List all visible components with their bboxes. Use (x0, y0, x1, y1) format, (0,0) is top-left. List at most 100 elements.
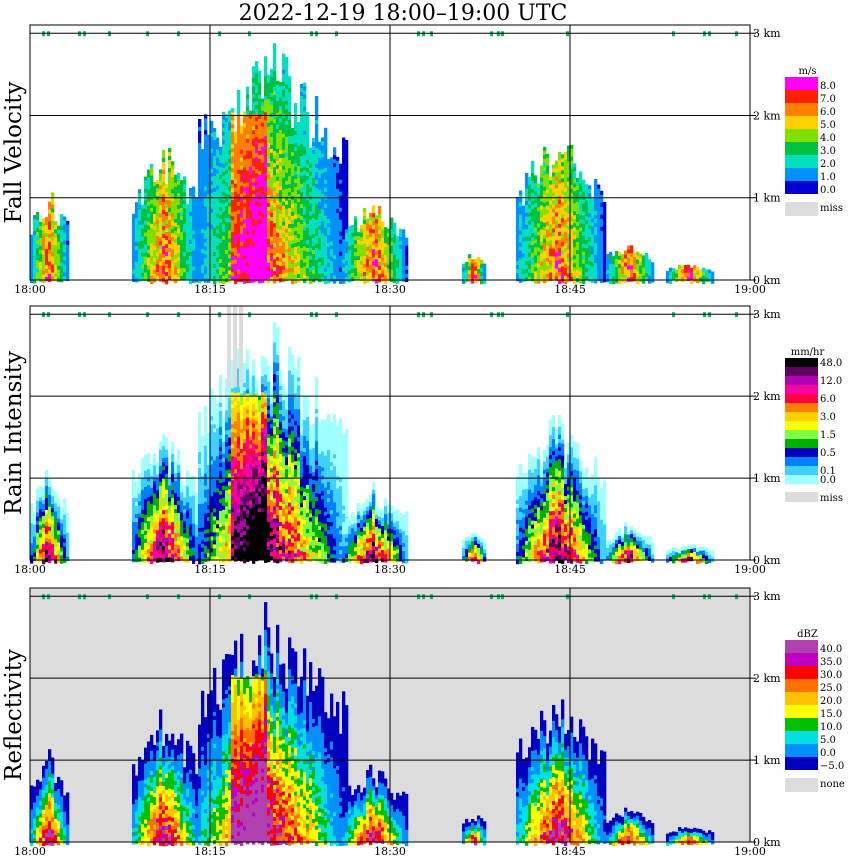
echo-cell (558, 207, 562, 213)
echo-cell (237, 101, 241, 107)
echo-cell (261, 242, 265, 247)
echo-cell (285, 116, 289, 122)
echo-cell (162, 522, 166, 527)
echo-cell (66, 260, 70, 266)
echo-cell (348, 274, 352, 279)
echo-cell (231, 168, 235, 173)
echo-cell (141, 509, 145, 515)
echo-cell (546, 257, 550, 262)
echo-cell (285, 144, 289, 150)
echo-cell (42, 547, 46, 553)
echo-cell (603, 230, 607, 235)
echo-cell (228, 134, 232, 139)
echo-cell (201, 177, 205, 182)
echo-cell (252, 254, 256, 259)
echo-cell (243, 207, 247, 212)
echo-cell (51, 512, 55, 517)
echo-cell (243, 151, 247, 156)
echo-cell (306, 236, 310, 241)
echo-cell (327, 247, 331, 252)
echo-cell (261, 122, 265, 127)
echo-cell (147, 193, 151, 198)
echo-cell (192, 242, 196, 247)
echo-cell (249, 122, 253, 127)
echo-cell (336, 192, 340, 198)
echo-cell (645, 269, 649, 274)
echo-cell (573, 275, 577, 280)
echo-cell (273, 235, 277, 240)
echo-cell (285, 196, 289, 202)
echo-cell (144, 558, 148, 564)
echo-cell (525, 208, 529, 214)
echo-cell (171, 454, 175, 459)
echo-cell (204, 226, 208, 231)
echo-cell (255, 161, 259, 166)
echo-cell (384, 251, 388, 256)
echo-cell (135, 266, 139, 271)
echo-cell (138, 489, 142, 494)
echo-cell (591, 226, 595, 231)
echo-cell (315, 168, 319, 173)
echo-cell (366, 218, 370, 224)
echo-cell (549, 216, 553, 221)
echo-cell (141, 220, 145, 225)
echo-cell (321, 145, 325, 150)
echo-cell (282, 189, 286, 194)
echo-cell (576, 190, 580, 195)
echo-cell (621, 270, 625, 275)
echo-cell (219, 239, 223, 244)
echo-cell (549, 276, 553, 281)
echo-cell (231, 276, 235, 281)
echo-cell (195, 230, 199, 235)
echo-cell (279, 106, 283, 111)
echo-cell (213, 232, 217, 237)
echo-cell (213, 240, 217, 245)
echo-cell (582, 279, 586, 284)
echo-cell (378, 218, 382, 223)
echo-cell (204, 258, 208, 263)
echo-cell (204, 202, 208, 207)
echo-cell (306, 156, 310, 161)
echo-cell (30, 543, 34, 548)
echo-cell (282, 201, 286, 206)
echo-cell (528, 276, 532, 281)
echo-cell (258, 239, 262, 244)
echo-cell (192, 202, 196, 207)
echo-cell (288, 120, 292, 125)
echo-cell (279, 134, 283, 139)
echo-cell (177, 252, 181, 258)
echo-cell (678, 264, 682, 270)
echo-cell (177, 260, 181, 266)
echo-cell (48, 486, 52, 492)
echo-cell (141, 553, 145, 559)
echo-cell (282, 145, 286, 150)
echo-cell (570, 224, 574, 230)
echo-cell (396, 235, 400, 241)
echo-cell (57, 554, 61, 559)
echo-cell (183, 200, 187, 205)
echo-cell (573, 179, 577, 184)
echo-cell (138, 205, 142, 210)
echo-cell (246, 258, 250, 263)
echo-cell (585, 200, 589, 205)
echo-cell (606, 258, 610, 263)
echo-cell (636, 263, 640, 268)
echo-cell (534, 263, 538, 268)
echo-cell (291, 188, 295, 193)
echo-cell (243, 111, 247, 116)
echo-cell (261, 138, 265, 143)
echo-cell (201, 241, 205, 246)
echo-cell (390, 225, 394, 230)
echo-cell (534, 215, 538, 220)
echo-cell (51, 200, 55, 205)
echo-cell (555, 164, 559, 169)
echo-cell (309, 191, 313, 196)
echo-cell (585, 232, 589, 237)
echo-cell (282, 197, 286, 202)
echo-cell (393, 250, 397, 255)
echo-cell (258, 203, 262, 208)
echo-cell (231, 144, 235, 149)
echo-cell (270, 228, 274, 234)
echo-cell (264, 204, 268, 209)
echo-cell (255, 185, 259, 190)
